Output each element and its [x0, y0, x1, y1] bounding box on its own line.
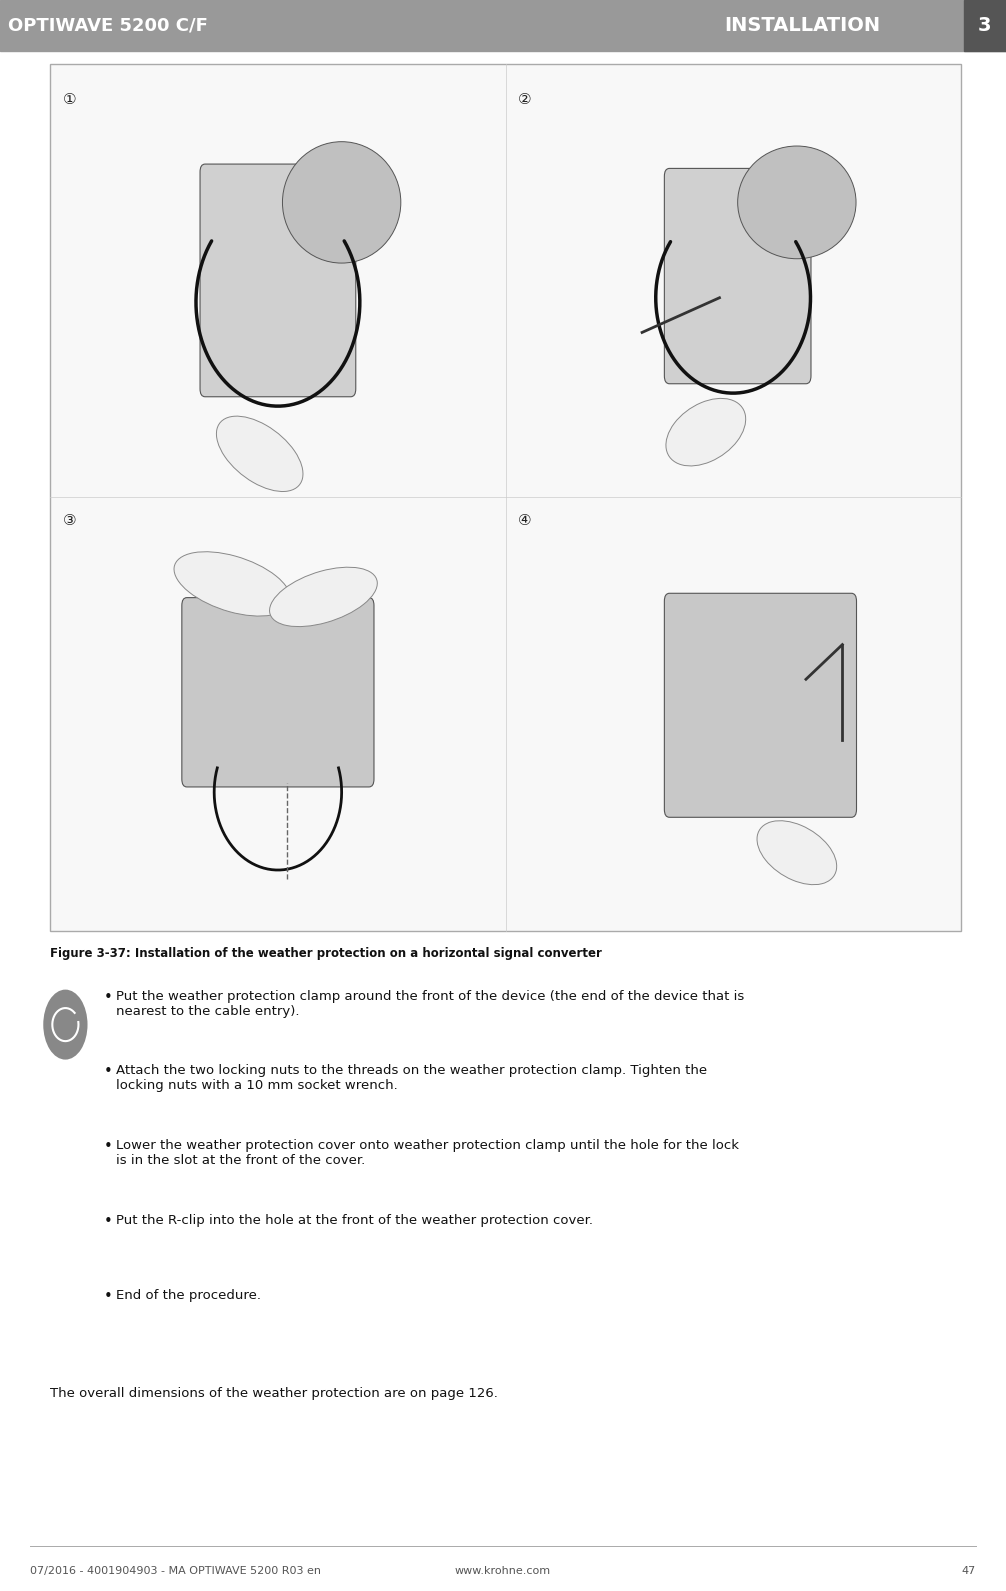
Text: Put the weather protection clamp around the front of the device (the end of the : Put the weather protection clamp around … [116, 990, 744, 1018]
Text: •: • [104, 1289, 113, 1303]
Text: www.krohne.com: www.krohne.com [455, 1566, 551, 1575]
Text: OPTIWAVE 5200 C/F: OPTIWAVE 5200 C/F [8, 16, 208, 35]
Text: Lower the weather protection cover onto weather protection clamp until the hole : Lower the weather protection cover onto … [116, 1139, 738, 1168]
FancyBboxPatch shape [182, 598, 374, 788]
FancyBboxPatch shape [664, 593, 856, 818]
Text: 07/2016 - 4001904903 - MA OPTIWAVE 5200 R03 en: 07/2016 - 4001904903 - MA OPTIWAVE 5200 … [30, 1566, 321, 1575]
Ellipse shape [757, 821, 837, 885]
Text: Put the R-clip into the hole at the front of the weather protection cover.: Put the R-clip into the hole at the fron… [116, 1214, 593, 1227]
FancyBboxPatch shape [200, 164, 356, 396]
Ellipse shape [283, 142, 400, 263]
Text: 47: 47 [962, 1566, 976, 1575]
Ellipse shape [270, 568, 377, 627]
Text: ③: ③ [62, 512, 76, 528]
Ellipse shape [666, 398, 745, 466]
Bar [50, 64, 961, 931]
Text: •: • [104, 1139, 113, 1153]
Text: Attach the two locking nuts to the threads on the weather protection clamp. Tigh: Attach the two locking nuts to the threa… [116, 1064, 707, 1093]
FancyBboxPatch shape [664, 169, 811, 383]
Bar [964, 0, 1006, 51]
Bar [0, 0, 1006, 51]
Text: The overall dimensions of the weather protection are on page 126.: The overall dimensions of the weather pr… [50, 1387, 498, 1400]
Text: ②: ② [518, 92, 531, 107]
Text: INSTALLATION: INSTALLATION [724, 16, 880, 35]
Text: •: • [104, 990, 113, 1004]
Circle shape [43, 990, 88, 1060]
Ellipse shape [737, 146, 856, 259]
Text: End of the procedure.: End of the procedure. [116, 1289, 261, 1301]
Text: Figure 3-37: Installation of the weather protection on a horizontal signal conve: Figure 3-37: Installation of the weather… [50, 947, 603, 959]
Ellipse shape [216, 417, 303, 492]
Ellipse shape [174, 552, 291, 616]
Text: ①: ① [62, 92, 76, 107]
Text: ④: ④ [518, 512, 531, 528]
Text: •: • [104, 1064, 113, 1079]
Text: 3: 3 [978, 16, 992, 35]
Text: •: • [104, 1214, 113, 1228]
